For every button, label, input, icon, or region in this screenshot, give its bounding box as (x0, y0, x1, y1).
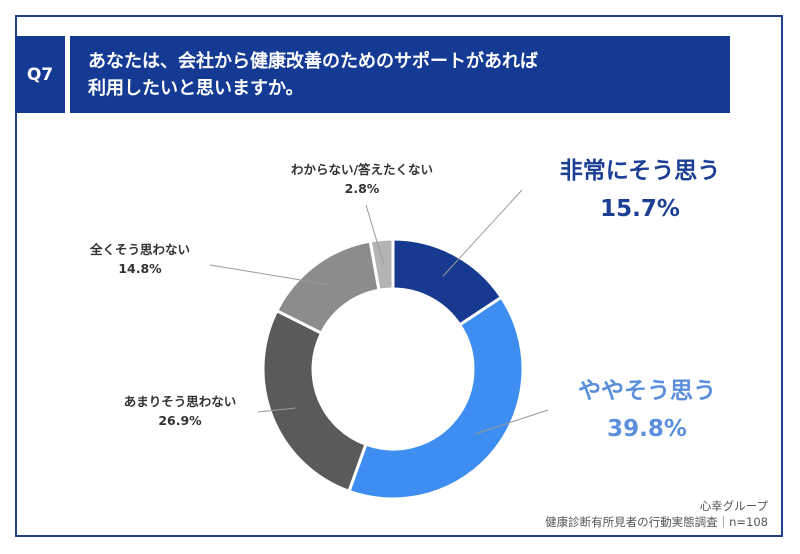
slice-dont-know-leader-line (365, 204, 385, 265)
label-dont-know: わからない/答えたくない 2.8% (262, 160, 462, 198)
slice-not-at-all-leader-line (209, 264, 331, 286)
label-very-much: 非常にそう思う 15.7% (540, 152, 740, 228)
question-title-line2: 利用したいと思いますか。 (88, 78, 304, 99)
label-not-much-value: 26.9% (158, 413, 202, 428)
label-not-at-all: 全くそう思わない 14.8% (60, 240, 220, 278)
slice-very-much-leader-line (442, 189, 523, 277)
question-title: あなたは、会社から健康改善のためのサポートがあれば 利用したいと思いますか。 (70, 36, 730, 113)
label-somewhat-category: ややそう思う (578, 378, 716, 404)
question-title-line1: あなたは、会社から健康改善のためのサポートがあれば (88, 51, 538, 72)
slice-somewhat (347, 295, 525, 501)
footer-survey: 健康診断有所見者の行動実態調査｜n=108 (545, 515, 768, 529)
slice-not-at-all (274, 239, 381, 336)
slice-not-much (261, 308, 368, 494)
footer-company: 心幸グループ (699, 499, 768, 513)
slice-not-much-leader-line (257, 407, 296, 413)
label-not-at-all-value: 14.8% (118, 261, 162, 276)
label-not-at-all-category: 全くそう思わない (89, 242, 190, 257)
source-footer: 心幸グループ 健康診断有所見者の行動実態調査｜n=108 (545, 498, 768, 530)
label-dont-know-value: 2.8% (344, 181, 380, 196)
label-dont-know-category: わからない/答えたくない (290, 162, 434, 177)
label-somewhat: ややそう思う 39.8% (552, 372, 742, 448)
label-very-much-category: 非常にそう思う (559, 158, 721, 184)
slice-somewhat-leader-line (475, 409, 549, 435)
slice-dont-know (368, 237, 395, 292)
label-very-much-value: 15.7% (600, 196, 680, 222)
label-not-much-category: あまりそう思わない (123, 394, 237, 409)
label-not-much: あまりそう思わない 26.9% (100, 392, 260, 430)
label-somewhat-value: 39.8% (607, 416, 687, 442)
question-number-badge: Q7 (15, 36, 65, 113)
